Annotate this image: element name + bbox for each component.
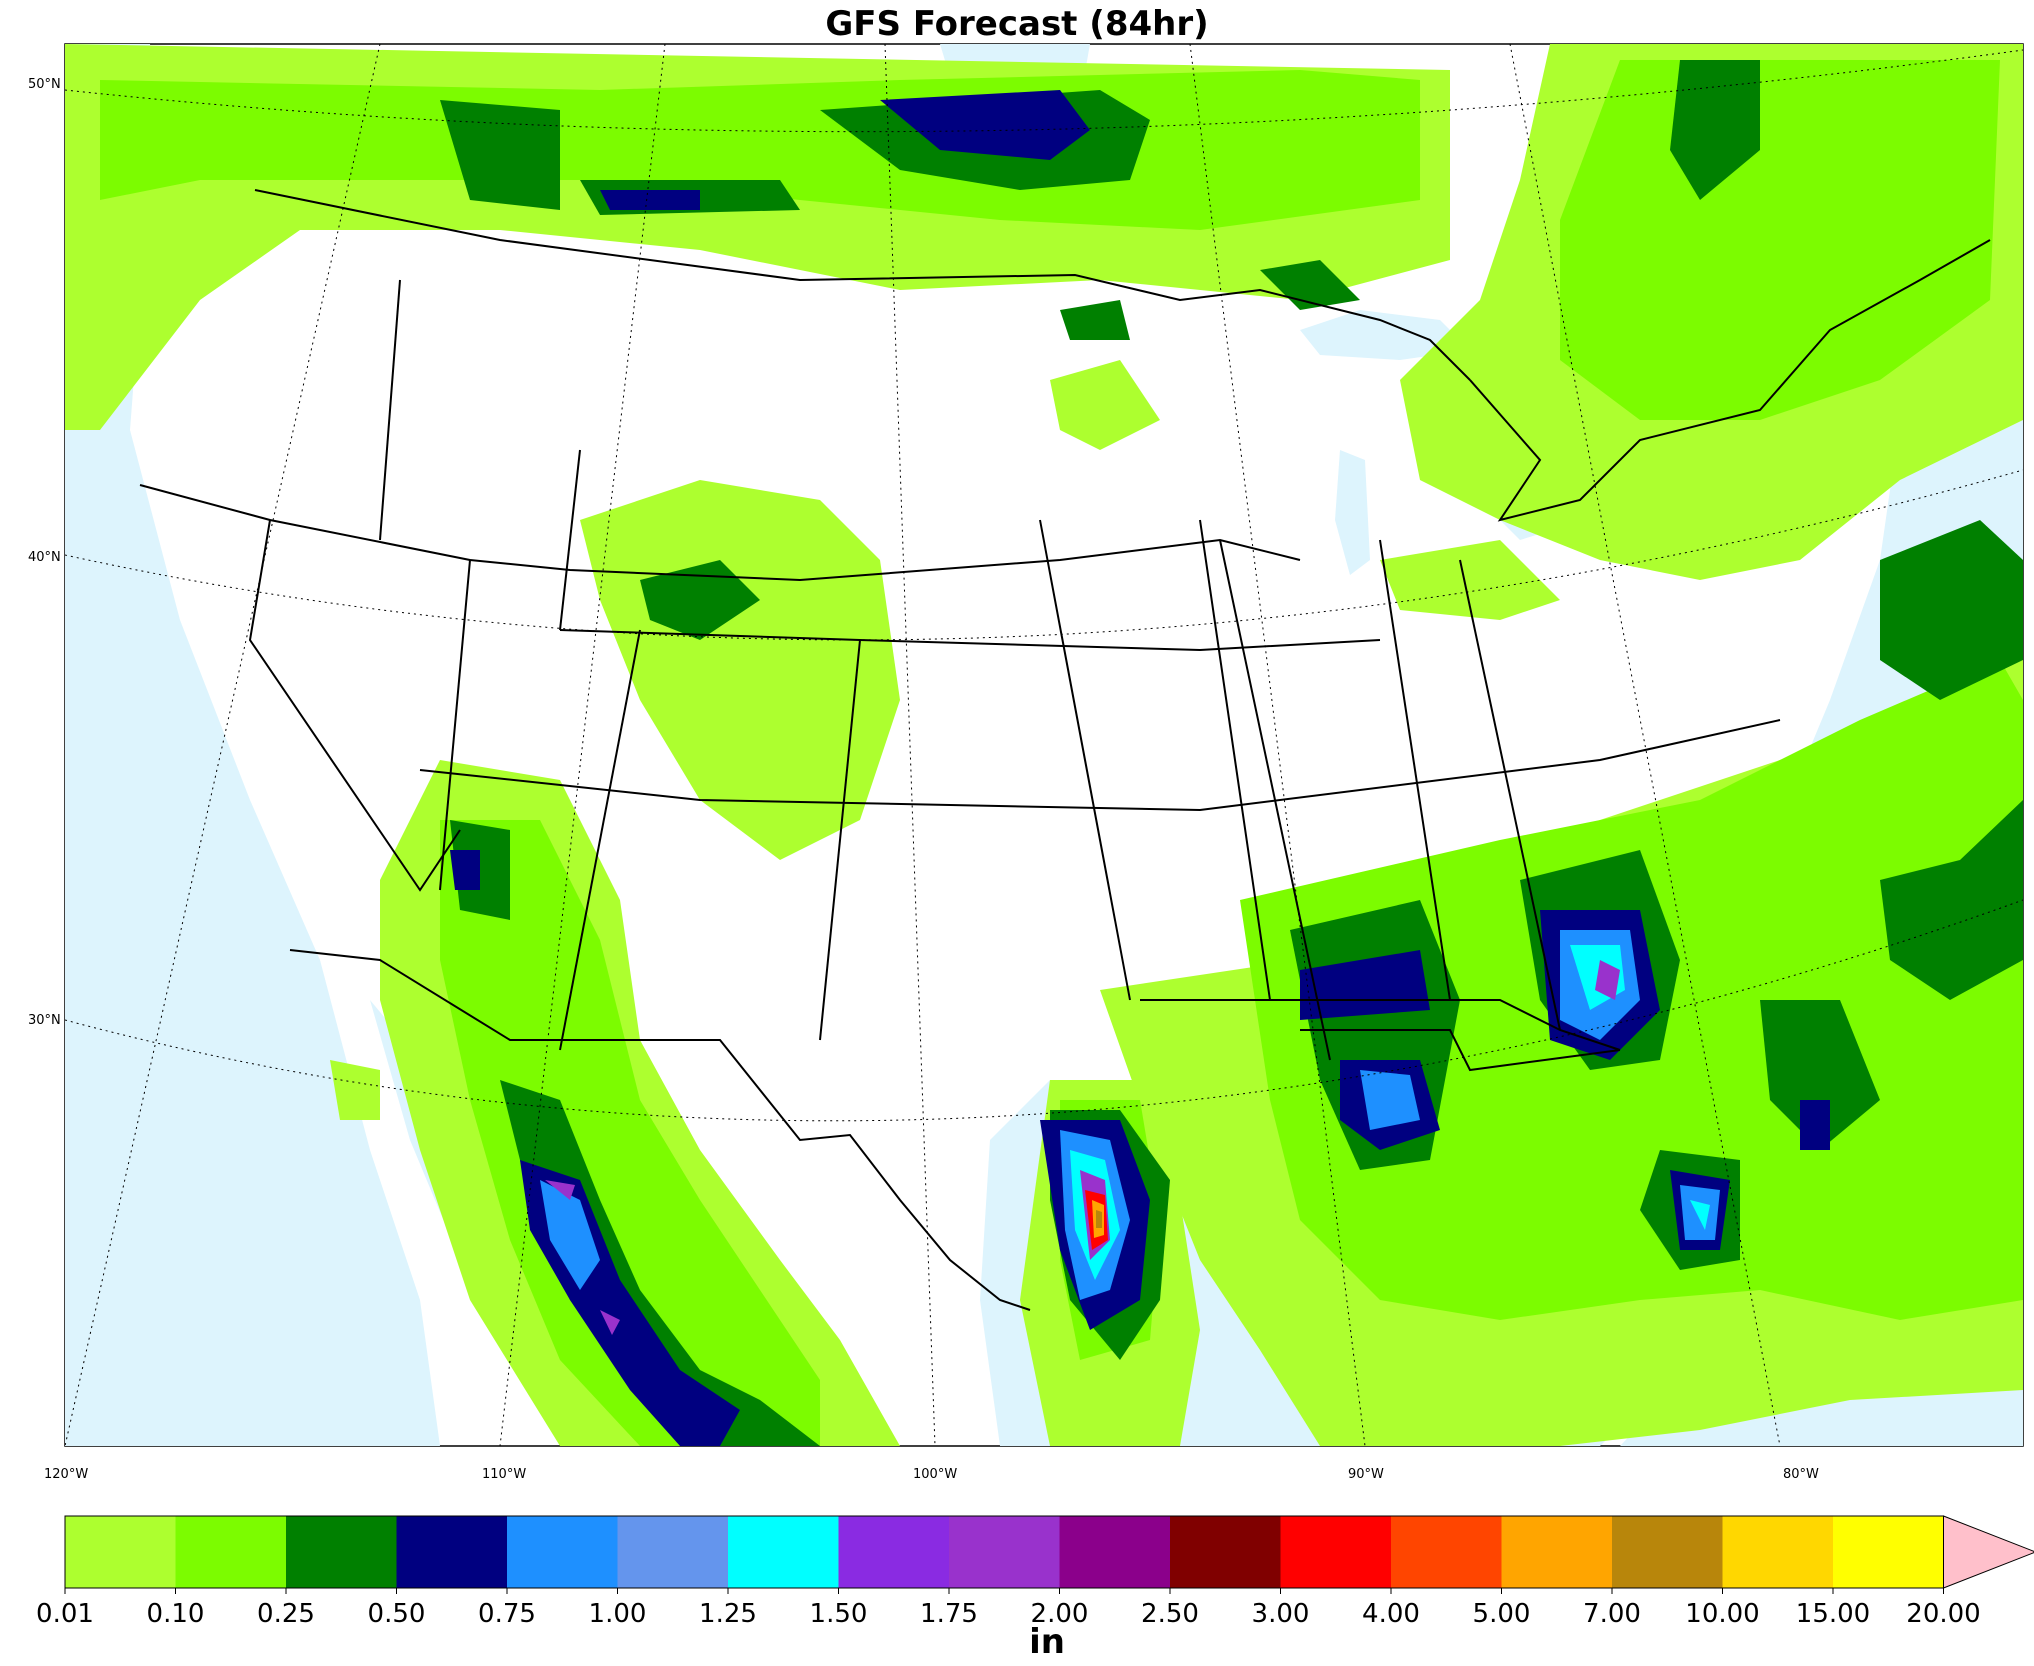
- colorbar-tick-label: 0.01: [36, 1599, 94, 1629]
- colorbar-tick-label: 0.10: [147, 1599, 205, 1629]
- colorbar-unit-label: in: [1029, 1622, 1065, 1662]
- lon-label-100: 100°W: [913, 1467, 957, 1482]
- lon-label-120: 120°W: [44, 1467, 88, 1482]
- colorbar-tick-label: 4.00: [1362, 1599, 1420, 1629]
- great-lake-michigan: [1335, 450, 1370, 575]
- longitude-labels: 120°W 110°W 100°W 90°W 80°W: [44, 1467, 1819, 1482]
- colorbar-tick-label: 0.50: [368, 1599, 426, 1629]
- colorbar-segment: [838, 1516, 950, 1588]
- colorbar-segment: [1833, 1516, 1944, 1588]
- colorbar-segment: [286, 1516, 397, 1588]
- colorbar-tick-label: 1.50: [810, 1599, 868, 1629]
- colorbar-segment: [1722, 1516, 1834, 1588]
- colorbar-tick-label: 1.75: [920, 1599, 978, 1629]
- colorbar-tick-label: 7.00: [1583, 1599, 1641, 1629]
- lon-label-90: 90°W: [1348, 1467, 1384, 1482]
- colorbar-tick-label: 2.50: [1141, 1599, 1199, 1629]
- colorbar-segment: [617, 1516, 729, 1588]
- political-borders: [139, 189, 1991, 1311]
- colorbar: 0.01 0.10 0.25 0.50 0.75 1.00 1.25 1.50 1.75 2.00…: [36, 1515, 2034, 1629]
- colorbar-tick-label: 10.00: [1685, 1599, 1759, 1629]
- colorbar-segment: [65, 1516, 176, 1588]
- colorbar-segment: [728, 1516, 839, 1588]
- colorbar-tick-label: 15.00: [1796, 1599, 1870, 1629]
- great-lake-superior: [1300, 310, 1470, 360]
- colorbar-segment: [1391, 1516, 1502, 1588]
- us-mexico-border: [289, 949, 1031, 1311]
- colorbar-segment: [396, 1516, 508, 1588]
- colorbar-tick-label: 0.75: [478, 1599, 536, 1629]
- colorbar-outline: [64, 1515, 1944, 1589]
- colorbar-segment: [1612, 1516, 1723, 1588]
- colorbar-segment: [1059, 1516, 1171, 1588]
- colorbar-segment: [949, 1516, 1060, 1588]
- colorbar-segment: [1280, 1516, 1392, 1588]
- colorbar-tick-label: 0.25: [257, 1599, 315, 1629]
- latitude-labels: 50°N 40°N 30°N: [28, 77, 61, 1028]
- colorbar-tick-label: 20.00: [1906, 1599, 1980, 1629]
- colorbar-tick-label: 3.00: [1252, 1599, 1310, 1629]
- precip-1000: [1096, 1210, 1102, 1228]
- lon-label-110: 110°W: [482, 1467, 526, 1482]
- colorbar-tick-label: 2.00: [1031, 1599, 1089, 1629]
- lat-label-30: 30°N: [28, 1013, 61, 1028]
- map-title: GFS Forecast (84hr): [825, 4, 1209, 44]
- graticule: [65, 44, 2023, 1446]
- colorbar-tick-label: 1.00: [589, 1599, 647, 1629]
- lat-label-50: 50°N: [28, 77, 61, 92]
- us-canada-border: [254, 189, 1471, 381]
- lat-label-40: 40°N: [28, 550, 61, 565]
- colorbar-tick-label: 5.00: [1473, 1599, 1531, 1629]
- colorbar-tick-label: 1.25: [699, 1599, 757, 1629]
- colorbar-segment: [1501, 1516, 1613, 1588]
- colorbar-segment: [1170, 1516, 1281, 1588]
- colorbar-segment: [175, 1516, 287, 1588]
- lon-label-80: 80°W: [1783, 1467, 1819, 1482]
- colorbar-extend-arrow: [1943, 1515, 2034, 1589]
- colorbar-segment: [507, 1516, 618, 1588]
